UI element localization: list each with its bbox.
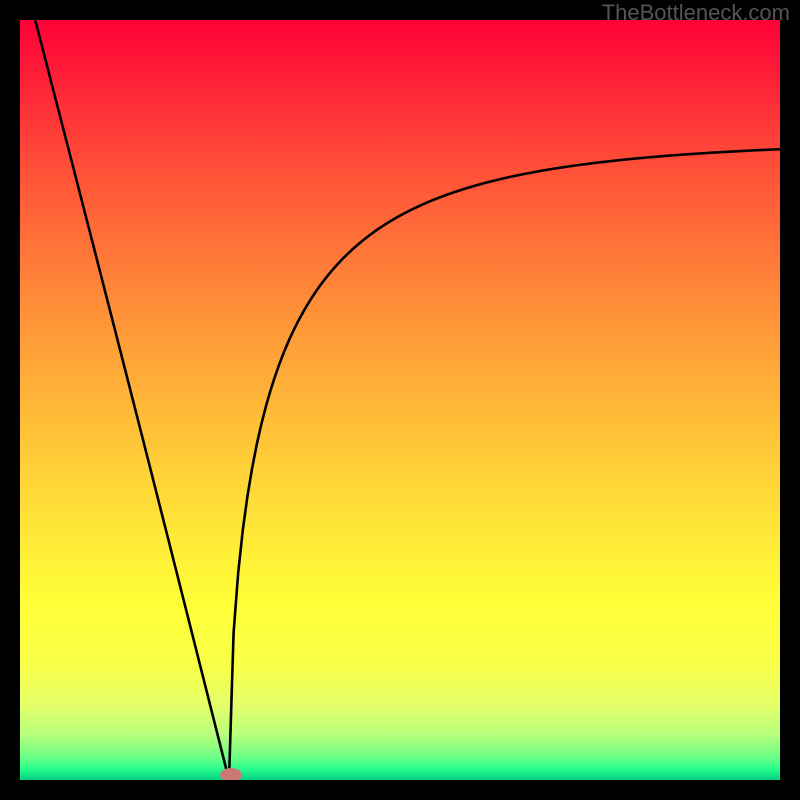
plot-area <box>20 20 780 780</box>
bottleneck-curve <box>20 20 780 780</box>
optimum-marker <box>220 768 242 780</box>
watermark-text: TheBottleneck.com <box>602 0 790 26</box>
chart-container: TheBottleneck.com <box>0 0 800 800</box>
curve-path <box>35 20 780 780</box>
